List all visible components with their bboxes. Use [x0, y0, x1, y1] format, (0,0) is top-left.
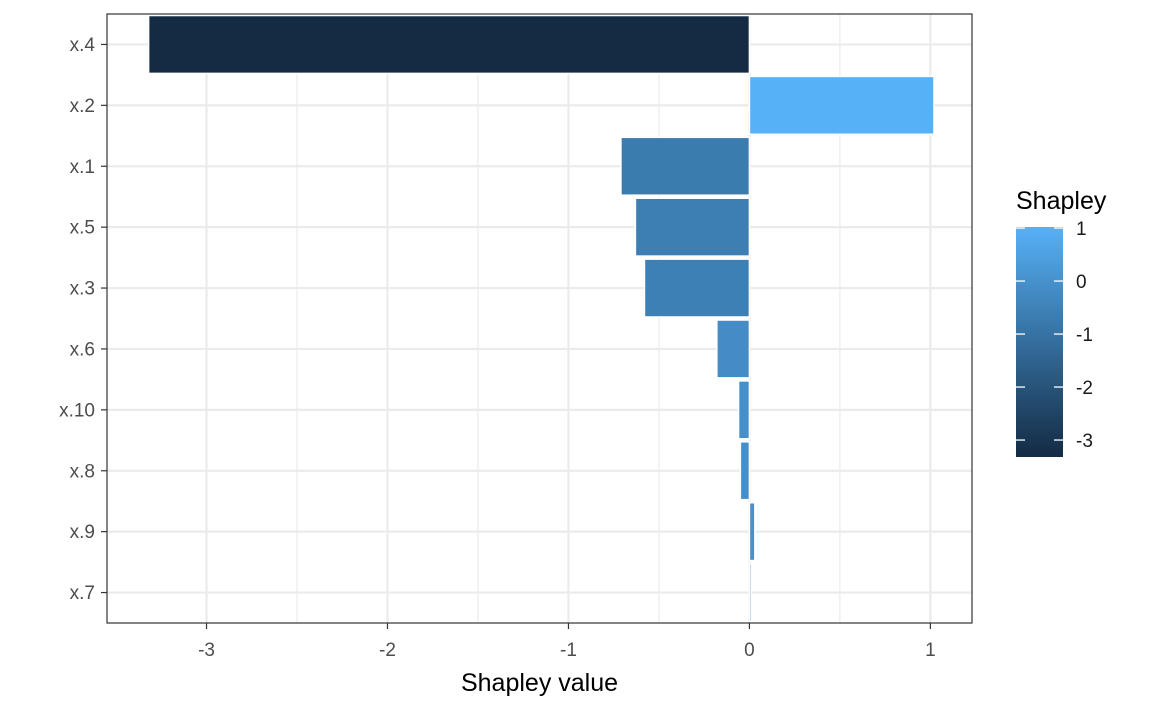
legend-colorbar: [1016, 227, 1063, 457]
plot-panel-border: [106, 13, 973, 624]
y-tick-label: x.1: [70, 157, 95, 178]
legend-tick-label: 1: [1076, 219, 1087, 240]
y-tick-label: x.10: [59, 400, 95, 421]
x-tick-label: -2: [379, 640, 396, 661]
bar-x.5: [634, 197, 751, 257]
x-tick-label: -1: [560, 640, 577, 661]
y-tick-label: x.7: [70, 583, 95, 604]
x-tick-label: -3: [198, 640, 215, 661]
y-tick-label: x.6: [70, 339, 95, 360]
y-tick-label: x.8: [70, 461, 95, 482]
color-legend: Shapley 1 0 -1 -2 -3: [1016, 187, 1107, 457]
bar-x.9: [748, 501, 756, 562]
bar-x.10: [737, 380, 751, 440]
y-tick-label: x.4: [70, 35, 96, 56]
bar-x.2: [748, 75, 935, 136]
bar-x.7: [748, 562, 752, 623]
bars: [147, 14, 935, 623]
bar-x.8: [739, 441, 751, 501]
x-axis: -3 -2 -1 0 1: [198, 623, 936, 661]
legend-ticks: 1 0 -1 -2 -3: [1016, 219, 1093, 452]
y-axis: x.4 x.2 x.1 x.5 x.3 x.6 x.10 x.8 x.9 x.7: [59, 35, 107, 604]
x-tick-label: 1: [925, 640, 936, 661]
legend-title: Shapley: [1016, 187, 1107, 215]
legend-tick-label: -3: [1076, 431, 1093, 452]
y-tick-label: x.5: [70, 218, 95, 239]
y-tick-label: x.3: [70, 279, 95, 300]
bar-x.3: [643, 258, 751, 318]
bar-x.1: [620, 136, 751, 196]
bar-x.6: [716, 319, 751, 379]
legend-tick-label: -1: [1076, 325, 1093, 346]
legend-tick-label: -2: [1076, 378, 1093, 399]
x-axis-title: Shapley value: [461, 669, 618, 697]
x-tick-label: 0: [744, 640, 755, 661]
y-tick-label: x.2: [70, 96, 95, 117]
bar-x.4: [147, 14, 751, 75]
legend-tick-label: 0: [1076, 272, 1087, 293]
y-tick-label: x.9: [70, 522, 95, 543]
